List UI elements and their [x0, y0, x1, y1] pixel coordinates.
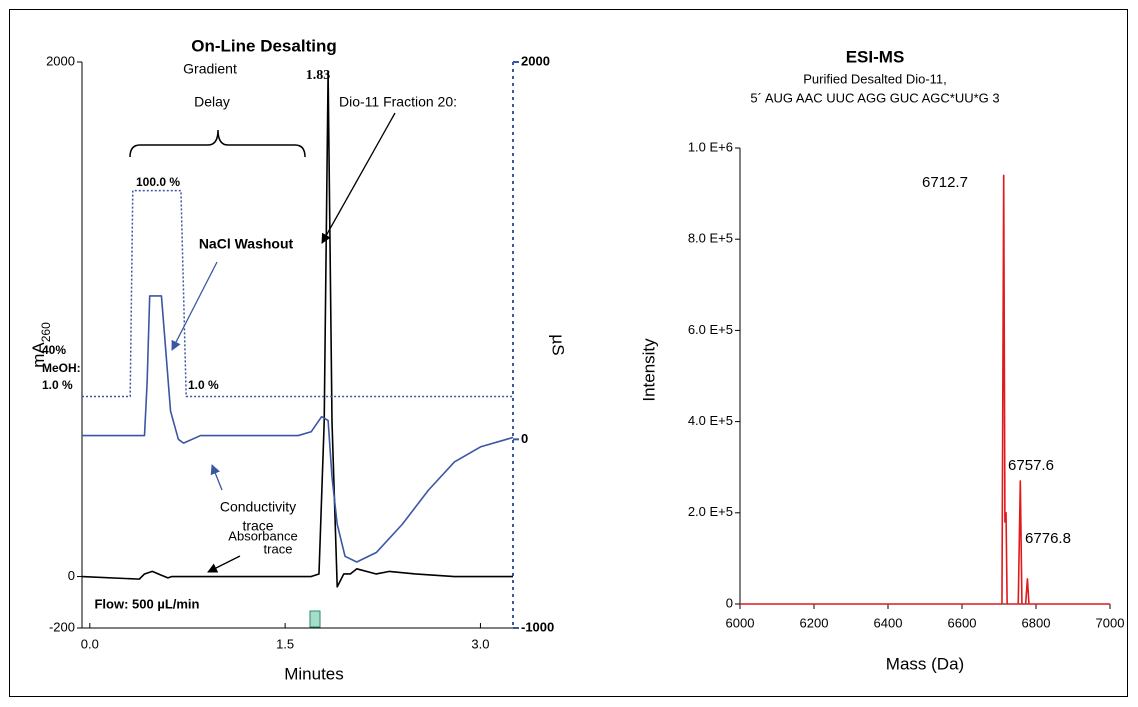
- annotation: Dio-11 Fraction 20:: [339, 94, 457, 110]
- x-tick-label: 7000: [1096, 615, 1125, 630]
- chart-title: ESI-MS: [846, 47, 905, 66]
- y-tick-label: 0: [726, 595, 733, 610]
- arrow: [210, 464, 223, 491]
- y-axis-label: Intensity: [639, 338, 658, 402]
- x-tick-label: 3.0: [471, 636, 489, 651]
- annotation: 40%: [42, 343, 66, 357]
- series-line: [82, 189, 513, 398]
- arrow: [321, 112, 396, 244]
- x-axis-label: Mass (Da): [886, 654, 964, 673]
- y-axis-label-text: mA: [29, 342, 48, 368]
- y-axis-label-subscript: 260: [39, 322, 53, 342]
- annotation: 6757.6: [1008, 457, 1054, 474]
- x-tick-label: 6600: [948, 615, 977, 630]
- y2-tick-label: -1000: [521, 619, 554, 634]
- annotation: NaCl Washout: [199, 236, 294, 252]
- annotation: Absorbance: [228, 528, 297, 543]
- y-tick-label: 2.0 E+5: [688, 504, 733, 519]
- chart-title: On-Line Desalting: [191, 36, 336, 55]
- annotation: 1.0 %: [42, 378, 73, 392]
- annotation: 6712.7: [922, 174, 968, 191]
- annotation: 1.0 %: [188, 378, 219, 392]
- x-tick-label: 6200: [800, 615, 829, 630]
- annotation: 1.83: [306, 68, 331, 83]
- y-tick-label: 0: [68, 568, 75, 583]
- chart-subtitle: Purified Desalted Dio-11,: [803, 71, 947, 86]
- fraction-marker: [309, 610, 321, 628]
- y2-tick-label: 0: [521, 431, 528, 446]
- annotation: trace: [242, 518, 273, 534]
- y2-tick-label: 2000: [521, 53, 550, 68]
- annotation: MeOH:: [42, 361, 81, 375]
- series-line: [82, 295, 514, 563]
- annotation: Flow: 500 µL/min: [94, 596, 199, 611]
- y-axis-label: mA260: [29, 322, 53, 368]
- annotation: Delay: [194, 94, 230, 110]
- x-tick-label: 6400: [874, 615, 903, 630]
- x-tick-label: 6000: [726, 615, 755, 630]
- y-tick-label: 8.0 E+5: [688, 231, 733, 246]
- y-tick-label: 1.0 E+6: [688, 139, 733, 154]
- series-line: [81, 71, 513, 588]
- annotation: Gradient: [183, 61, 237, 77]
- x-tick-label: 0.0: [81, 636, 99, 651]
- x-tick-label: 1.5: [276, 636, 294, 651]
- annotation: 6776.8: [1025, 530, 1071, 547]
- arrow: [171, 261, 218, 351]
- y2-axis-label: µS: [549, 334, 568, 355]
- y-tick-label: -200: [49, 619, 75, 634]
- y-tick-label: 6.0 E+5: [688, 322, 733, 337]
- annotation: 100.0 %: [136, 175, 180, 189]
- y-tick-label: 4.0 E+5: [688, 413, 733, 428]
- x-axis-label: Minutes: [284, 664, 344, 683]
- series-line: [740, 174, 1110, 605]
- annotation: trace: [264, 541, 293, 556]
- figure-border: [9, 9, 1128, 697]
- annotation: Conductivity: [220, 499, 296, 515]
- y-tick-label: 2000: [46, 53, 75, 68]
- x-tick-label: 6800: [1022, 615, 1051, 630]
- gradient-delay-brace: [129, 129, 306, 158]
- chart-subtitle: 5´ AUG AAC UUC AGG GUC AGC*UU*G 3: [750, 90, 999, 105]
- arrow: [207, 555, 241, 573]
